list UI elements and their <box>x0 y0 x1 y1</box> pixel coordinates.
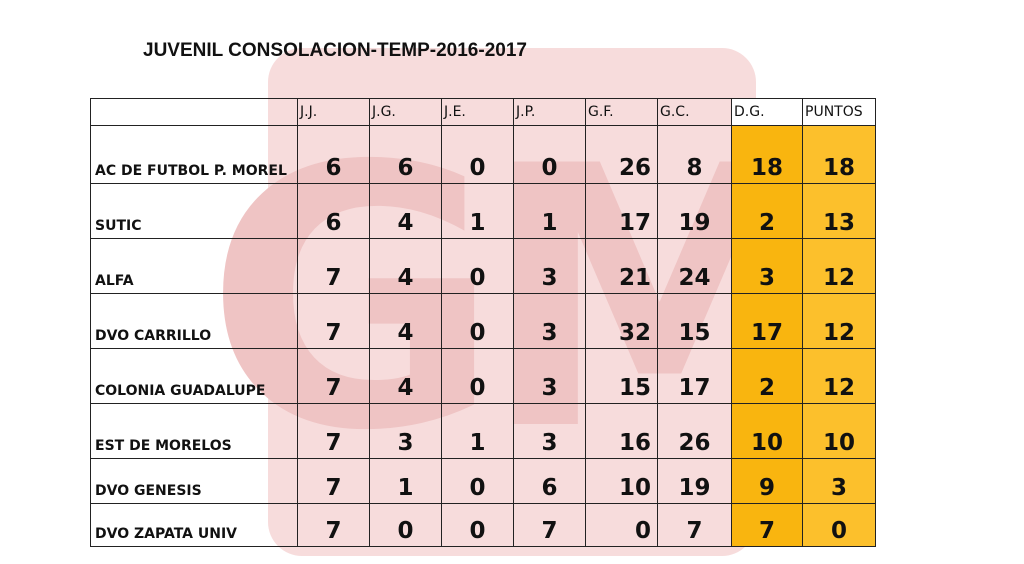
page-title: JUVENIL CONSOLACION-TEMP-2016-2017 <box>143 40 527 61</box>
cell-gc: 17 <box>657 348 732 404</box>
table-row: COLONIA GUADALUPE 7 4 0 3 15 17 2 12 <box>90 348 876 404</box>
cell-jj: 6 <box>297 125 370 184</box>
header-team <box>90 98 298 126</box>
cell-je: 1 <box>441 403 514 459</box>
cell-gf: 10 <box>585 458 658 504</box>
cell-jg: 0 <box>369 503 442 547</box>
table-row: EST DE MORELOS 7 3 1 3 16 26 10 10 <box>90 403 876 459</box>
cell-dg: 2 <box>731 183 803 239</box>
header-puntos: PUNTOS <box>802 98 876 126</box>
cell-gf: 32 <box>585 293 658 349</box>
cell-gf: 0 <box>585 503 658 547</box>
cell-puntos: 18 <box>802 125 876 184</box>
cell-je: 0 <box>441 293 514 349</box>
cell-jp: 0 <box>513 125 586 184</box>
team-name: DVO CARRILLO <box>90 293 298 349</box>
cell-je: 1 <box>441 183 514 239</box>
header-gc: G.C. <box>657 98 732 126</box>
cell-jg: 4 <box>369 238 442 294</box>
cell-dg: 3 <box>731 238 803 294</box>
team-name: COLONIA GUADALUPE <box>90 348 298 404</box>
table-row: DVO GENESIS 7 1 0 6 10 19 9 3 <box>90 458 876 504</box>
cell-puntos: 13 <box>802 183 876 239</box>
cell-jj: 6 <box>297 183 370 239</box>
cell-puntos: 10 <box>802 403 876 459</box>
cell-gc: 19 <box>657 183 732 239</box>
cell-puntos: 12 <box>802 293 876 349</box>
cell-puntos: 0 <box>802 503 876 547</box>
header-jj: J.J. <box>297 98 370 126</box>
header-je: J.E. <box>441 98 514 126</box>
cell-gc: 26 <box>657 403 732 459</box>
cell-jj: 7 <box>297 238 370 294</box>
cell-je: 0 <box>441 348 514 404</box>
standings-table: J.J. J.G. J.E. J.P. G.F. G.C. D.G. PUNTO… <box>90 98 876 547</box>
team-name: DVO GENESIS <box>90 458 298 504</box>
team-name: SUTIC <box>90 183 298 239</box>
cell-jp: 3 <box>513 293 586 349</box>
header-jg: J.G. <box>369 98 442 126</box>
cell-gc: 24 <box>657 238 732 294</box>
cell-gf: 16 <box>585 403 658 459</box>
team-name: DVO ZAPATA UNIV <box>90 503 298 547</box>
cell-jj: 7 <box>297 458 370 504</box>
cell-jp: 3 <box>513 348 586 404</box>
cell-jj: 7 <box>297 348 370 404</box>
header-dg: D.G. <box>731 98 803 126</box>
cell-jj: 7 <box>297 293 370 349</box>
cell-jp: 3 <box>513 238 586 294</box>
cell-puntos: 3 <box>802 458 876 504</box>
cell-gf: 26 <box>585 125 658 184</box>
header-gf: G.F. <box>585 98 658 126</box>
table-row: DVO CARRILLO 7 4 0 3 32 15 17 12 <box>90 293 876 349</box>
table-row: SUTIC 6 4 1 1 17 19 2 13 <box>90 183 876 239</box>
cell-dg: 10 <box>731 403 803 459</box>
cell-gc: 15 <box>657 293 732 349</box>
team-name: EST DE MORELOS <box>90 403 298 459</box>
cell-je: 0 <box>441 503 514 547</box>
cell-jg: 4 <box>369 348 442 404</box>
table-row: AC DE FUTBOL P. MOREL 6 6 0 0 26 8 18 18 <box>90 125 876 184</box>
header-jp: J.P. <box>513 98 586 126</box>
team-name: ALFA <box>90 238 298 294</box>
cell-dg: 7 <box>731 503 803 547</box>
cell-gc: 19 <box>657 458 732 504</box>
team-name: AC DE FUTBOL P. MOREL <box>90 125 298 184</box>
cell-gf: 17 <box>585 183 658 239</box>
cell-jg: 3 <box>369 403 442 459</box>
cell-gc: 7 <box>657 503 732 547</box>
cell-dg: 2 <box>731 348 803 404</box>
cell-jp: 3 <box>513 403 586 459</box>
cell-dg: 9 <box>731 458 803 504</box>
cell-jj: 7 <box>297 403 370 459</box>
cell-jp: 6 <box>513 458 586 504</box>
cell-puntos: 12 <box>802 238 876 294</box>
table-row: ALFA 7 4 0 3 21 24 3 12 <box>90 238 876 294</box>
cell-jg: 4 <box>369 293 442 349</box>
cell-jp: 7 <box>513 503 586 547</box>
table-row: DVO ZAPATA UNIV 7 0 0 7 0 7 7 0 <box>90 503 876 547</box>
cell-je: 0 <box>441 125 514 184</box>
cell-dg: 17 <box>731 293 803 349</box>
cell-dg: 18 <box>731 125 803 184</box>
cell-jj: 7 <box>297 503 370 547</box>
cell-jg: 6 <box>369 125 442 184</box>
cell-gf: 21 <box>585 238 658 294</box>
cell-jp: 1 <box>513 183 586 239</box>
cell-jg: 4 <box>369 183 442 239</box>
cell-je: 0 <box>441 238 514 294</box>
cell-gc: 8 <box>657 125 732 184</box>
cell-jg: 1 <box>369 458 442 504</box>
cell-gf: 15 <box>585 348 658 404</box>
cell-puntos: 12 <box>802 348 876 404</box>
cell-je: 0 <box>441 458 514 504</box>
header-row: J.J. J.G. J.E. J.P. G.F. G.C. D.G. PUNTO… <box>90 98 876 126</box>
